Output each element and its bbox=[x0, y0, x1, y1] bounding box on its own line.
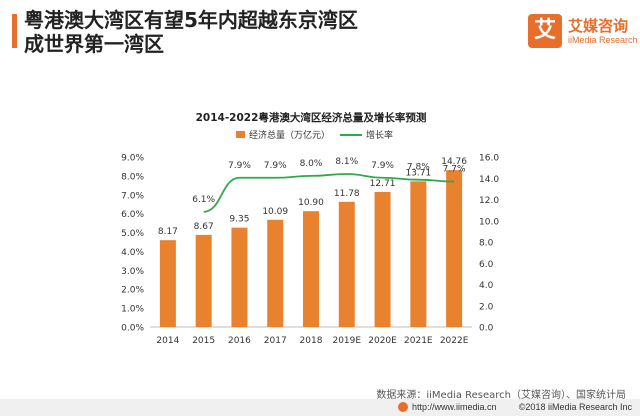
bar bbox=[374, 191, 391, 327]
left-axis-tick: 8.0% bbox=[121, 172, 144, 182]
footer-copyright: ©2018 iiMedia Research Inc bbox=[518, 402, 632, 412]
growth-rate-label: 7.7% bbox=[443, 165, 466, 175]
right-axis-tick: 10.0 bbox=[479, 217, 499, 227]
left-axis-tick: 9.0% bbox=[121, 154, 144, 164]
left-axis-tick: 0.0% bbox=[121, 324, 144, 334]
bar bbox=[303, 211, 319, 327]
left-axis-tick: 2.0% bbox=[121, 286, 144, 296]
legend-bar-label: 经济总量（万亿元） bbox=[249, 129, 330, 141]
chart-title: 2014-2022粤港澳大湾区经济总量及增长率预测 bbox=[196, 111, 427, 124]
headline-line-2: 成世界第一湾区 bbox=[24, 32, 164, 56]
growth-rate-label: 7.9% bbox=[371, 161, 394, 171]
headline-line-1: 粤港澳大湾区有望5年内超越东京湾区 bbox=[24, 8, 358, 32]
bar-value-label: 13.71 bbox=[405, 168, 431, 178]
growth-rate-line bbox=[203, 173, 455, 213]
right-axis-tick: 16.0 bbox=[479, 154, 499, 164]
x-axis-tick: 2019E bbox=[332, 336, 361, 346]
x-axis-tick: 2014 bbox=[156, 336, 179, 346]
bar bbox=[410, 181, 427, 327]
bar-value-label: 14.76 bbox=[441, 157, 467, 167]
right-axis-tick: 8.0 bbox=[479, 239, 494, 249]
left-axis-tick: 7.0% bbox=[121, 191, 144, 201]
bar-value-label: 8.17 bbox=[158, 227, 178, 237]
x-axis-tick: 2021E bbox=[404, 336, 433, 346]
bar-value-label: 9.35 bbox=[229, 215, 249, 225]
growth-rate-label: 7.8% bbox=[407, 163, 430, 173]
left-axis-tick: 3.0% bbox=[121, 267, 144, 277]
x-axis-tick: 2017 bbox=[264, 336, 287, 346]
right-axis-tick: 14.0 bbox=[479, 175, 499, 185]
bar bbox=[267, 219, 284, 327]
growth-rate-label: 6.1% bbox=[192, 195, 215, 205]
right-axis-tick: 0.0 bbox=[479, 324, 494, 334]
growth-rate-label: 8.0% bbox=[300, 159, 323, 169]
brand-logo: 艾 艾媒咨询 iiMedia Research bbox=[528, 14, 638, 50]
right-axis-tick: 12.0 bbox=[479, 196, 499, 206]
legend-line-label: 增长率 bbox=[366, 129, 393, 141]
right-axis-tick: 6.0 bbox=[479, 260, 494, 270]
logo-mark: 艾 bbox=[528, 14, 562, 48]
x-axis-tick: 2018 bbox=[300, 336, 323, 346]
x-axis-tick: 2015 bbox=[192, 336, 215, 346]
growth-rate-label: 7.9% bbox=[264, 161, 287, 171]
bar bbox=[231, 227, 248, 327]
x-axis-tick: 2022E bbox=[440, 336, 469, 346]
left-axis-tick: 1.0% bbox=[121, 305, 144, 315]
x-axis-tick: 2020E bbox=[368, 336, 397, 346]
globe-icon bbox=[398, 402, 408, 412]
left-axis-tick: 5.0% bbox=[121, 229, 144, 239]
bar-value-label: 11.78 bbox=[334, 189, 360, 199]
right-axis-tick: 4.0 bbox=[479, 281, 494, 291]
footer-url[interactable]: http://www.iimedia.cn bbox=[412, 402, 497, 412]
bar-value-label: 8.67 bbox=[194, 222, 214, 232]
x-axis-tick: 2016 bbox=[228, 336, 251, 346]
headline-accent-bar bbox=[12, 14, 17, 48]
growth-rate-label: 7.9% bbox=[228, 161, 251, 171]
bar-value-label: 12.71 bbox=[370, 179, 396, 189]
left-axis-tick: 6.0% bbox=[121, 210, 144, 220]
bar bbox=[446, 170, 463, 327]
legend-bar-swatch bbox=[236, 131, 245, 138]
bar bbox=[159, 240, 176, 327]
logo-subtitle: iiMedia Research bbox=[568, 35, 638, 45]
page-headline: 粤港澳大湾区有望5年内超越东京湾区 成世界第一湾区 bbox=[24, 8, 404, 56]
data-source: 数据来源：iiMedia Research（艾媒咨询）、国家统计局 bbox=[376, 390, 626, 401]
growth-rate-label: 8.1% bbox=[335, 157, 358, 167]
footer-bar: http://www.iimedia.cn ©2018 iiMedia Rese… bbox=[0, 399, 640, 416]
bar-value-label: 10.90 bbox=[298, 198, 324, 208]
logo-name: 艾媒咨询 bbox=[568, 17, 629, 35]
left-axis-tick: 4.0% bbox=[121, 248, 144, 258]
bar-value-label: 10.09 bbox=[262, 207, 288, 217]
right-axis-tick: 2.0 bbox=[479, 302, 494, 312]
bar bbox=[195, 234, 212, 327]
bar bbox=[338, 201, 355, 327]
